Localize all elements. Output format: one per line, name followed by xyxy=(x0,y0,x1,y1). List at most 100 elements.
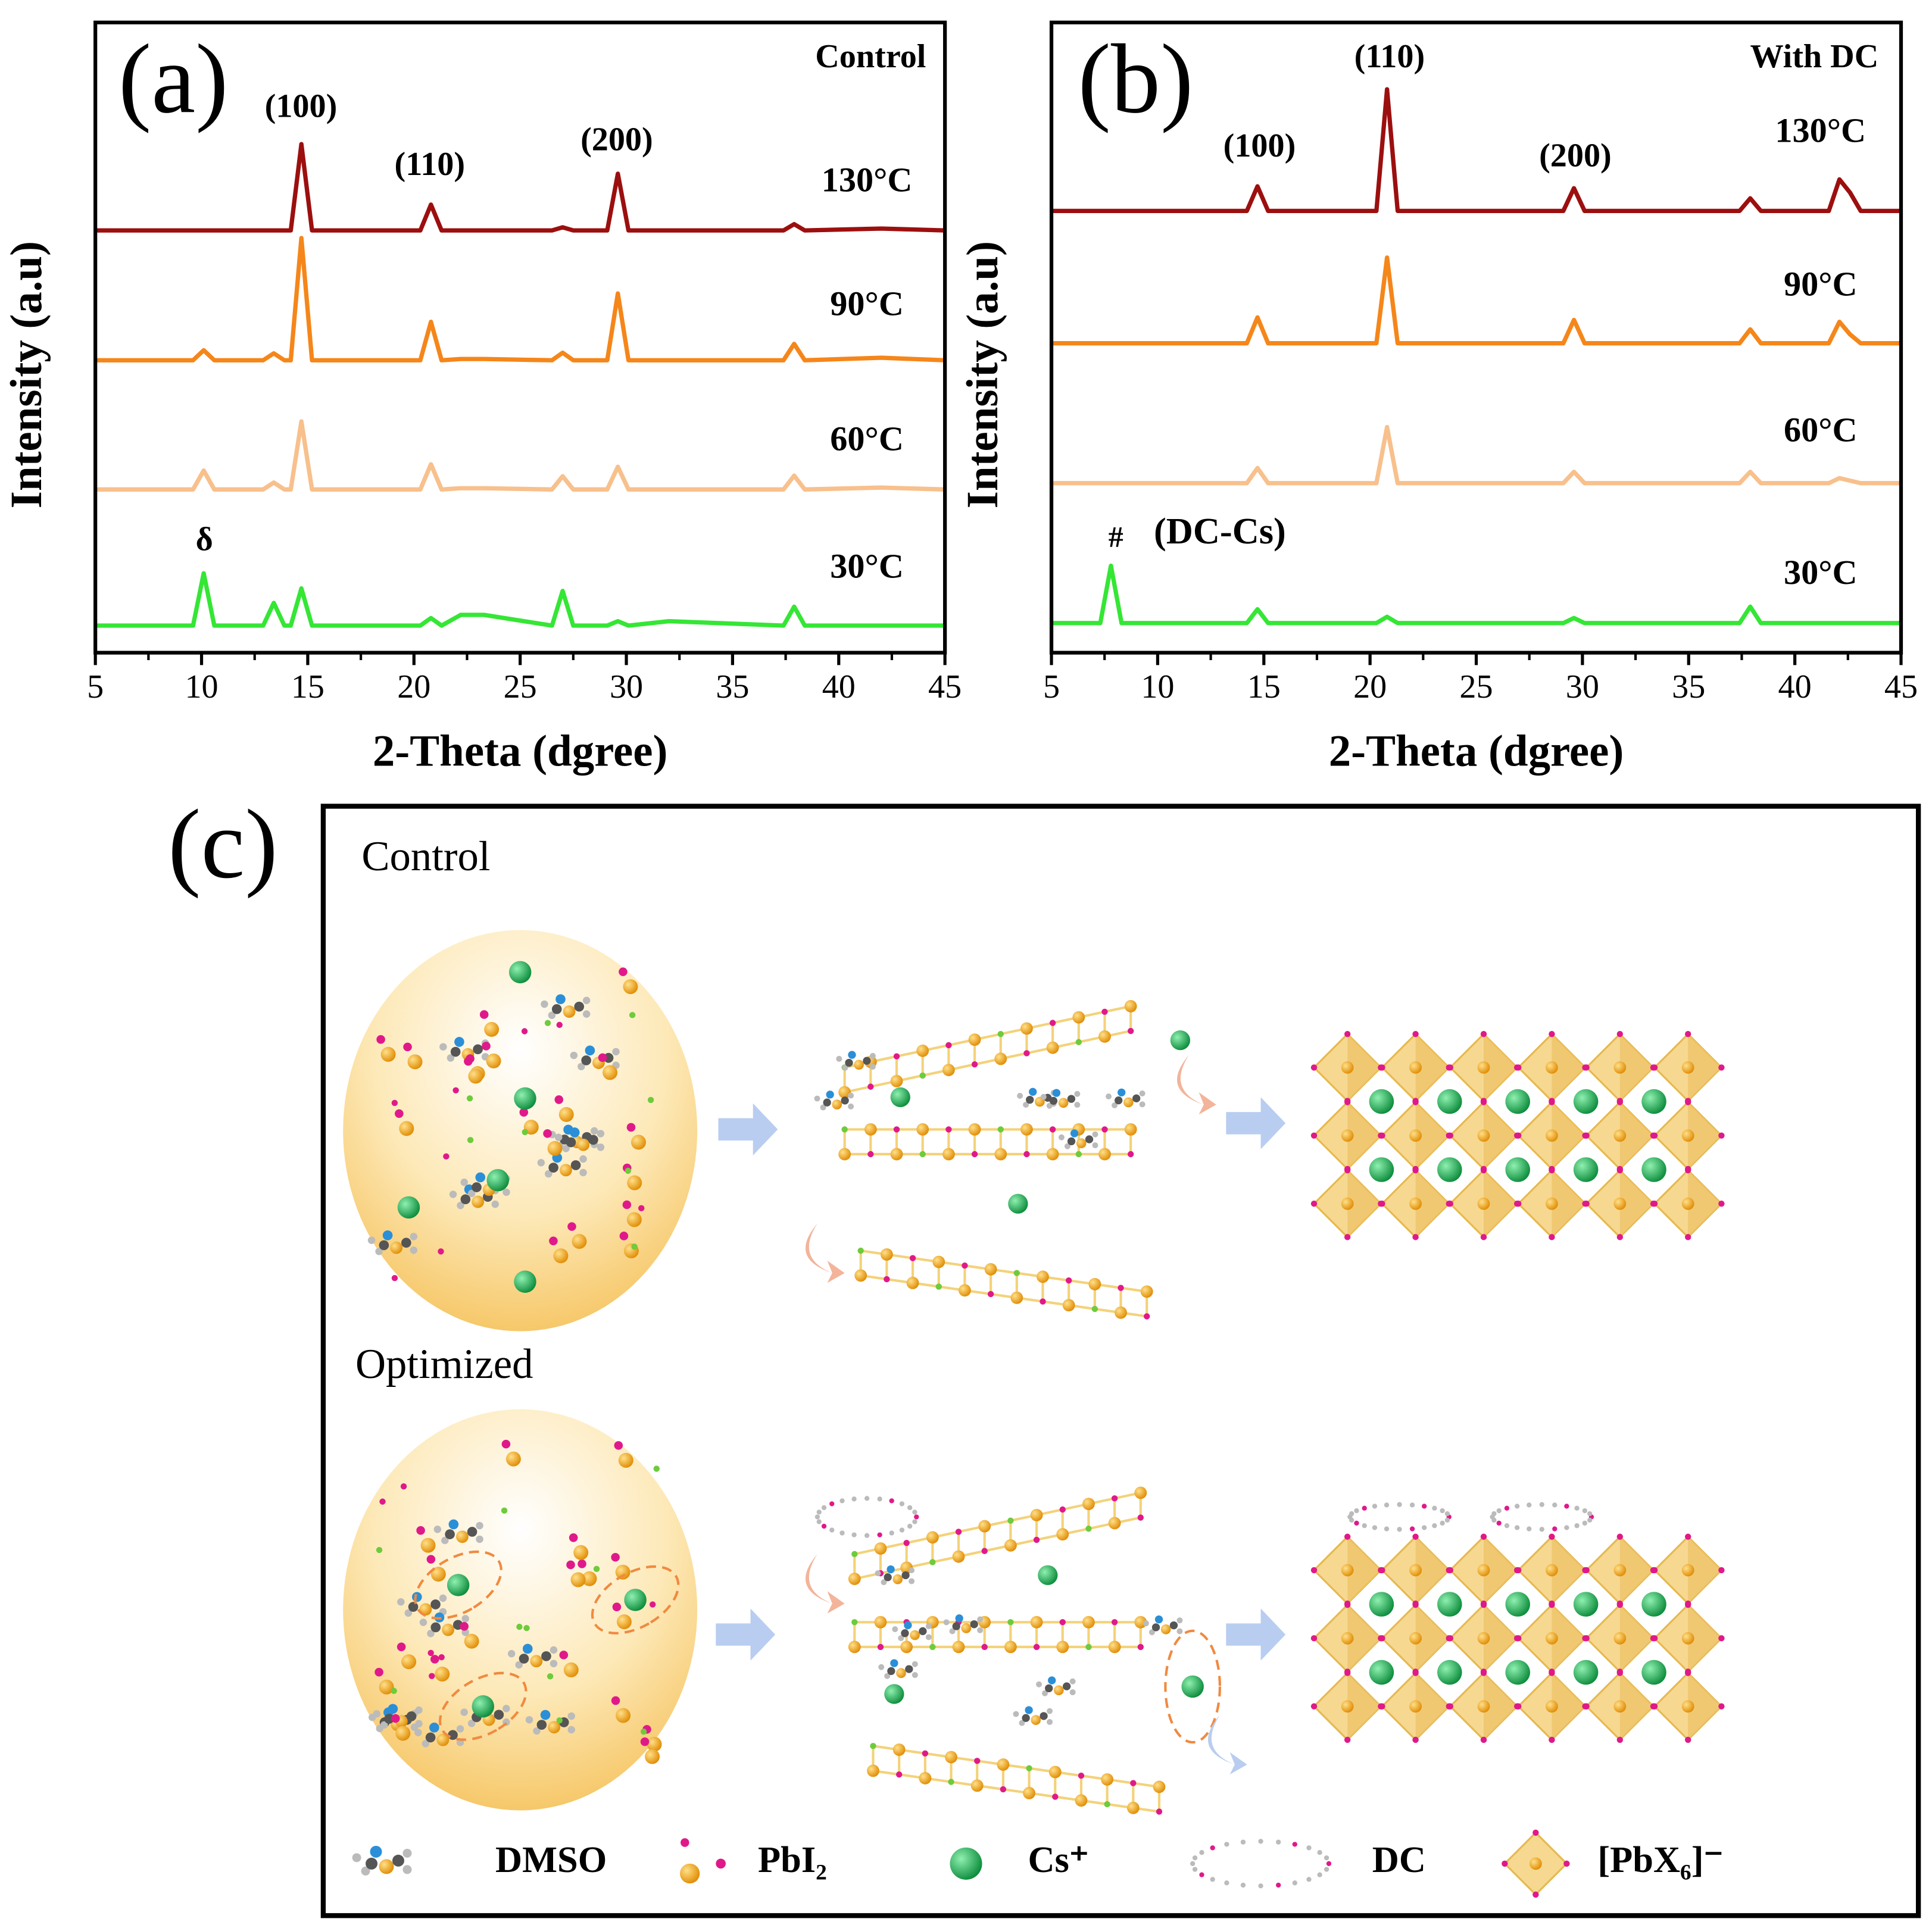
atom xyxy=(1369,1089,1394,1114)
process-arrow xyxy=(1226,1097,1286,1149)
atom xyxy=(616,1708,631,1723)
atom xyxy=(441,1536,449,1545)
atom xyxy=(1651,1064,1658,1071)
atom xyxy=(1587,1517,1593,1523)
atom xyxy=(1616,1234,1624,1240)
atom xyxy=(1539,1527,1544,1532)
atom xyxy=(884,1673,891,1679)
atom xyxy=(851,1532,857,1537)
atom xyxy=(367,1236,376,1244)
atom xyxy=(429,1723,439,1733)
atom xyxy=(1059,1619,1066,1626)
atom xyxy=(959,1284,971,1297)
atom xyxy=(1444,1511,1450,1517)
panel-label: (c) xyxy=(168,789,278,899)
atom xyxy=(1082,1498,1095,1511)
atom xyxy=(521,1028,528,1035)
atom xyxy=(907,1505,913,1511)
atom xyxy=(1409,1502,1415,1508)
atom xyxy=(1447,1703,1454,1710)
atom xyxy=(460,1194,471,1205)
atom xyxy=(864,1496,870,1501)
atom xyxy=(1354,1508,1359,1514)
atom xyxy=(1344,1167,1351,1174)
atom xyxy=(1148,1629,1155,1636)
atom xyxy=(370,1845,382,1858)
atom xyxy=(1573,1592,1599,1617)
series-label: 90°C xyxy=(1784,264,1858,303)
atom xyxy=(836,1055,842,1062)
atom xyxy=(397,1196,420,1219)
atom xyxy=(1160,1624,1171,1635)
atom xyxy=(1007,1517,1014,1524)
atom xyxy=(1004,1539,1017,1552)
atom xyxy=(1344,1601,1351,1608)
octahedron-face xyxy=(1415,1536,1449,1604)
atom xyxy=(1613,1197,1627,1210)
atom xyxy=(570,1572,586,1587)
atom xyxy=(391,1099,398,1107)
atom xyxy=(1049,1020,1056,1026)
atom xyxy=(848,1051,856,1059)
atom xyxy=(1496,1520,1502,1526)
curl-arrow xyxy=(1176,1055,1216,1115)
atom xyxy=(1437,1157,1462,1182)
atom xyxy=(1447,1201,1454,1207)
atom xyxy=(519,1654,529,1664)
atom xyxy=(429,1673,435,1679)
atom xyxy=(1549,1736,1555,1743)
atom xyxy=(1384,1526,1390,1532)
atom xyxy=(582,1571,597,1586)
legend-label: PbI₂ xyxy=(758,1839,827,1880)
atom xyxy=(1240,1882,1246,1888)
atom xyxy=(1549,1533,1555,1540)
atom xyxy=(402,1848,412,1858)
dc-shell xyxy=(414,1550,502,1620)
atom xyxy=(615,1564,631,1580)
atom xyxy=(1092,1142,1098,1149)
atom xyxy=(1042,1690,1048,1696)
atom xyxy=(1276,1839,1281,1845)
atom xyxy=(1515,1132,1522,1139)
atom xyxy=(1409,1061,1422,1074)
atom xyxy=(1127,1027,1134,1035)
atom xyxy=(1258,1883,1263,1889)
atom xyxy=(1379,1064,1385,1071)
atom xyxy=(1151,1623,1160,1632)
atom xyxy=(461,1615,469,1623)
atom xyxy=(1067,1137,1076,1146)
atom xyxy=(1651,1703,1658,1710)
atom xyxy=(1124,1123,1137,1136)
octahedron-face xyxy=(1619,1605,1653,1672)
atom xyxy=(874,1615,887,1629)
atom xyxy=(1421,1504,1427,1509)
atom xyxy=(1354,1520,1359,1526)
atom xyxy=(515,1661,523,1669)
atom xyxy=(614,1441,623,1450)
atom xyxy=(567,1712,575,1720)
atom xyxy=(501,1507,508,1514)
atom xyxy=(880,1248,893,1261)
atom xyxy=(541,1651,551,1661)
atom xyxy=(981,1643,988,1651)
atom xyxy=(1040,1298,1046,1305)
atom xyxy=(1013,1270,1020,1276)
atom xyxy=(848,1103,854,1110)
atom xyxy=(1292,1842,1297,1847)
atom xyxy=(366,1857,378,1870)
atom xyxy=(566,1560,575,1570)
atom xyxy=(1176,1617,1183,1624)
atom xyxy=(1030,1508,1043,1521)
atom xyxy=(1515,1201,1522,1207)
atom xyxy=(1681,1129,1694,1142)
atom xyxy=(841,1096,849,1105)
atom xyxy=(1115,1096,1123,1105)
atom xyxy=(415,1706,423,1714)
atom xyxy=(1310,1567,1318,1574)
atom xyxy=(567,1222,576,1231)
octahedron-face xyxy=(1347,1536,1381,1604)
atom xyxy=(845,1058,853,1067)
atom xyxy=(1491,1511,1497,1517)
xrd-trace xyxy=(1051,87,1901,213)
atom xyxy=(525,1716,533,1724)
